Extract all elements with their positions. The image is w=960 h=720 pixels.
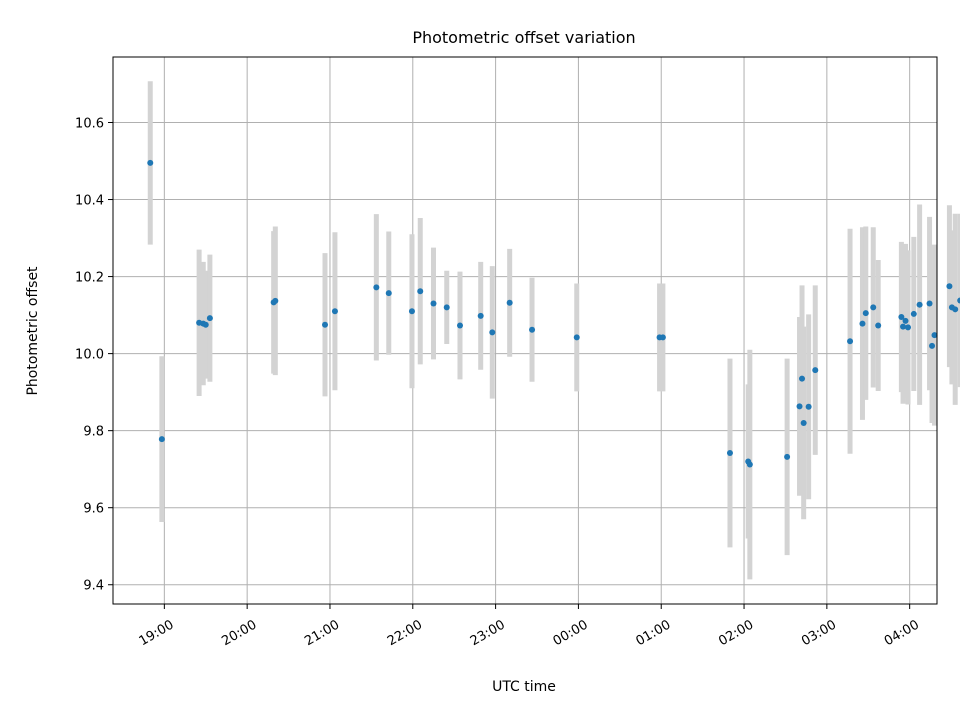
data-point bbox=[206, 315, 213, 322]
data-point bbox=[898, 314, 905, 321]
data-points bbox=[147, 159, 960, 468]
data-point bbox=[417, 288, 424, 295]
data-point bbox=[900, 323, 907, 330]
data-point bbox=[659, 334, 666, 341]
data-point bbox=[331, 308, 338, 315]
data-point bbox=[926, 300, 933, 307]
x-tick-label: 21:00 bbox=[302, 617, 342, 649]
x-axis-ticks: 19:00 20:00 21:00 22:00 23:00 00:00 01:00 02:00… bbox=[137, 604, 922, 649]
data-point bbox=[905, 324, 912, 331]
plot-frame bbox=[112, 56, 938, 605]
data-point bbox=[456, 322, 463, 329]
data-point bbox=[726, 449, 733, 456]
y-tick-label: 9.6 bbox=[83, 502, 104, 517]
data-point bbox=[862, 310, 869, 317]
data-point bbox=[929, 342, 936, 349]
y-tick-label: 10.2 bbox=[75, 271, 104, 286]
data-point bbox=[443, 304, 450, 311]
y-tick-label: 10.4 bbox=[75, 194, 104, 209]
data-point bbox=[916, 301, 923, 308]
data-point bbox=[800, 419, 807, 426]
data-point bbox=[272, 297, 279, 304]
x-tick-label: 20:00 bbox=[219, 617, 259, 649]
data-point bbox=[952, 306, 959, 313]
y-axis-label: Photometric offset bbox=[25, 266, 41, 396]
y-axis-ticks: 9.4 9.6 9.8 10.0 10.2 10.4 10.6 bbox=[75, 116, 113, 594]
data-point bbox=[385, 290, 392, 297]
x-tick-label: 04:00 bbox=[882, 617, 922, 649]
data-point bbox=[746, 461, 753, 468]
data-point bbox=[796, 403, 803, 410]
data-point bbox=[506, 299, 513, 306]
x-tick-label: 01:00 bbox=[633, 617, 673, 649]
data-point bbox=[902, 317, 909, 324]
x-tick-label: 03:00 bbox=[799, 617, 839, 649]
data-point bbox=[870, 304, 877, 311]
y-tick-label: 10.0 bbox=[75, 348, 104, 363]
x-tick-label: 02:00 bbox=[716, 617, 756, 649]
data-point bbox=[875, 322, 882, 329]
data-point bbox=[957, 297, 960, 304]
data-point bbox=[477, 312, 484, 319]
data-point bbox=[946, 283, 953, 290]
data-point bbox=[373, 284, 380, 291]
data-point bbox=[799, 375, 806, 382]
data-point bbox=[931, 332, 938, 339]
data-point bbox=[430, 300, 437, 307]
data-point bbox=[847, 338, 854, 345]
data-point bbox=[202, 321, 209, 328]
data-point bbox=[910, 310, 917, 317]
x-axis-label: UTC time bbox=[492, 679, 556, 695]
data-point bbox=[489, 329, 496, 336]
data-point bbox=[408, 308, 415, 315]
x-tick-label: 19:00 bbox=[137, 617, 177, 649]
data-point bbox=[322, 321, 329, 328]
error-bars bbox=[147, 81, 960, 580]
x-tick-label: 23:00 bbox=[468, 617, 508, 649]
data-point bbox=[805, 403, 812, 410]
x-tick-label: 22:00 bbox=[385, 617, 425, 649]
data-point bbox=[147, 159, 154, 166]
chart-title: Photometric offset variation bbox=[412, 28, 635, 47]
y-tick-label: 10.6 bbox=[75, 116, 104, 131]
data-point bbox=[158, 436, 165, 443]
data-point bbox=[859, 320, 866, 327]
data-point bbox=[529, 326, 536, 333]
x-tick-label: 00:00 bbox=[551, 617, 591, 649]
data-point bbox=[812, 367, 819, 374]
data-point bbox=[784, 453, 791, 460]
y-tick-label: 9.4 bbox=[83, 579, 104, 594]
data-point bbox=[573, 334, 580, 341]
y-tick-label: 9.8 bbox=[83, 425, 104, 440]
